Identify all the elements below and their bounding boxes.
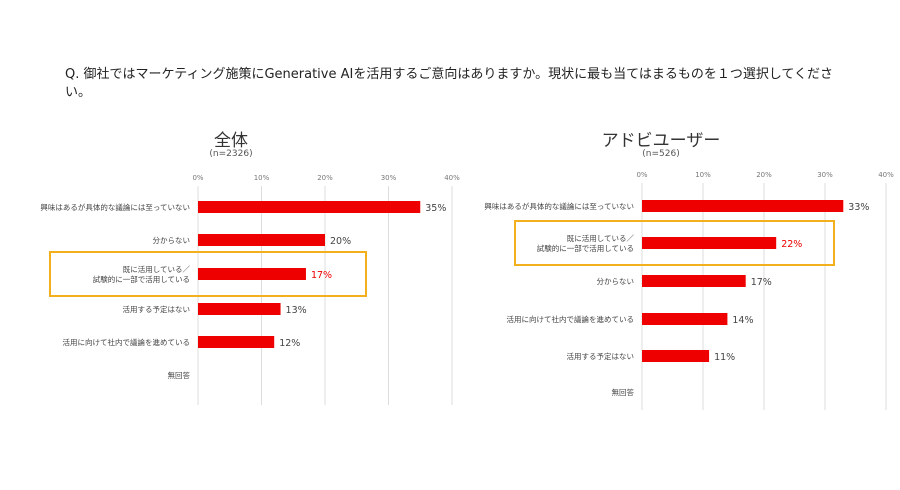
adobe-tick-label: 20% (756, 171, 772, 179)
overall-tick-label: 40% (444, 174, 460, 182)
adobe-value-label: 17% (751, 277, 772, 288)
overall-highlight-box (49, 251, 367, 297)
overall-value-label: 13% (286, 305, 307, 316)
adobe-tick-label: 0% (636, 171, 647, 179)
adobe-bar (642, 350, 710, 362)
overall-bar (198, 303, 281, 315)
adobe-category-label-line: 試験的に一部で活用している (537, 243, 634, 253)
overall-value-label: 20% (330, 236, 351, 247)
overall-category-label: 活用する予定はない (123, 304, 191, 314)
overall-tick-label: 0% (192, 174, 203, 182)
question-text: Q. 御社ではマーケティング施策にGenerative AIを活用するご意向はあ… (65, 67, 834, 100)
overall-tick-label: 30% (381, 174, 397, 182)
overall-category-label-line: 試験的に一部で活用している (93, 274, 190, 284)
adobe-value-label: 14% (732, 315, 753, 326)
overall-bar (198, 234, 325, 246)
overall-category-label-line: 既に活用している／ (123, 264, 191, 274)
overall-category-label-line: 興味はあるが具体的な議論には至っていない (40, 202, 190, 212)
overall-category-label: 既に活用している／試験的に一部で活用している (93, 264, 191, 284)
adobe-tick-label: 10% (695, 171, 711, 179)
adobe-category-label: 分からない (597, 277, 635, 286)
overall-category-label-line: 無回答 (168, 370, 191, 380)
adobe-bar (642, 275, 746, 287)
overall-bar (198, 268, 306, 280)
overall-value-label: 12% (279, 338, 300, 349)
chart-subtitle-adobe-users: (n=526) (642, 149, 680, 159)
overall-category-label: 分からない (153, 236, 191, 245)
adobe-value-label: 11% (714, 352, 735, 363)
adobe-category-label-line: 無回答 (612, 387, 635, 397)
adobe-category-label-line: 分からない (597, 277, 635, 286)
chart-title-adobe-users: アドビユーザー (601, 131, 721, 151)
adobe-highlight-box (514, 220, 835, 266)
adobe-value-label: 33% (848, 202, 869, 213)
overall-bar (198, 201, 421, 213)
overall-category-label-line: 活用する予定はない (123, 304, 191, 314)
adobe-tick-label: 40% (878, 171, 894, 179)
adobe-bar (642, 237, 777, 249)
chart-subtitle-overall: (n=2326) (209, 149, 253, 159)
overall-category-label: 無回答 (168, 370, 191, 380)
overall-category-label: 興味はあるが具体的な議論には至っていない (40, 202, 190, 212)
adobe-category-label-line: 興味はあるが具体的な議論には至っていない (484, 201, 634, 211)
adobe-category-label: 無回答 (612, 387, 635, 397)
adobe-category-label-line: 活用に向けて社内で議論を進めている (507, 314, 635, 324)
overall-value-label: 17% (311, 270, 332, 281)
adobe-category-label: 活用する予定はない (567, 351, 635, 361)
overall-bar (198, 336, 275, 348)
adobe-tick-label: 30% (817, 171, 833, 179)
adobe-bar (642, 200, 844, 212)
overall-tick-label: 20% (317, 174, 333, 182)
overall-value-label: 35% (425, 203, 446, 214)
adobe-bar (642, 313, 728, 325)
overall-category-label: 活用に向けて社内で議論を進めている (63, 337, 191, 347)
adobe-category-label: 興味はあるが具体的な議論には至っていない (484, 201, 634, 211)
overall-category-label-line: 活用に向けて社内で議論を進めている (63, 337, 191, 347)
adobe-category-label: 活用に向けて社内で議論を進めている (507, 314, 635, 324)
chart-title-overall: 全体 (214, 131, 248, 151)
adobe-category-label: 既に活用している／試験的に一部で活用している (537, 233, 635, 253)
adobe-category-label-line: 既に活用している／ (567, 233, 635, 243)
overall-tick-label: 10% (254, 174, 270, 182)
adobe-category-label-line: 活用する予定はない (567, 351, 635, 361)
overall-category-label-line: 分からない (153, 236, 191, 245)
adobe-value-label: 22% (781, 239, 802, 250)
